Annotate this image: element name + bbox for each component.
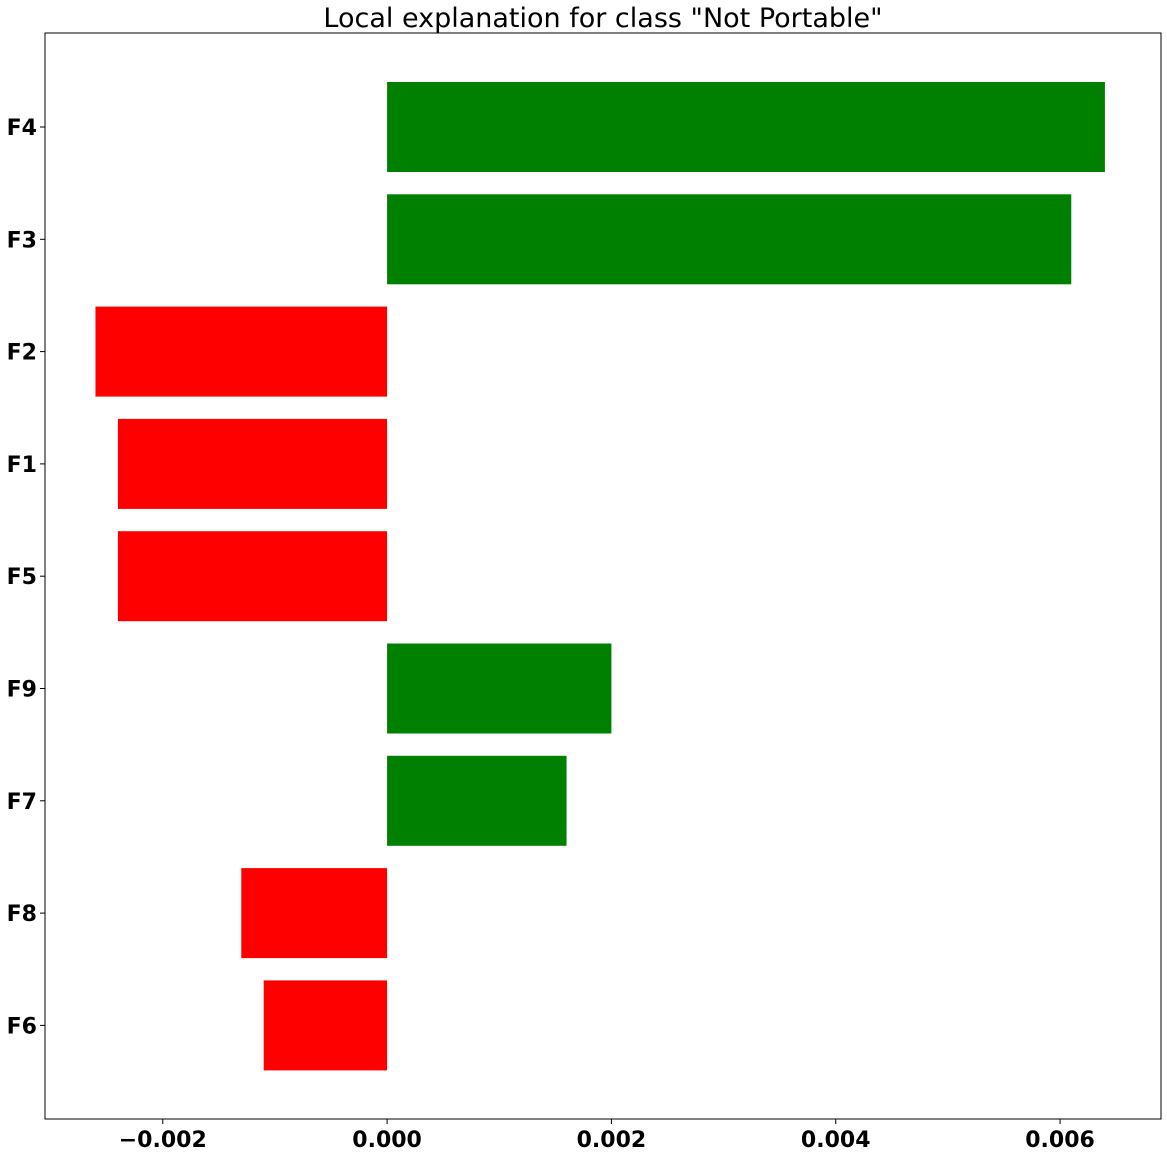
bar-f6 bbox=[263, 980, 388, 1071]
bars bbox=[95, 82, 1105, 1071]
plot-frame bbox=[44, 32, 1162, 1120]
x-tick-label: 0.004 bbox=[801, 1128, 871, 1153]
bar-f3 bbox=[387, 194, 1072, 285]
chart-title: Local explanation for class "Not Portabl… bbox=[323, 3, 882, 34]
x-tick-label: 0.006 bbox=[1025, 1128, 1095, 1153]
bar-f9 bbox=[387, 643, 612, 734]
bar-f1 bbox=[117, 418, 388, 509]
bar-f5 bbox=[117, 531, 388, 622]
x-tick-label: −0.002 bbox=[119, 1128, 207, 1153]
y-tick-label: F1 bbox=[7, 453, 37, 478]
x-axis-ticks: −0.002 0.000 0.002 0.004 0.006 bbox=[119, 1119, 1095, 1153]
y-tick-label: F4 bbox=[7, 116, 37, 141]
y-tick-label: F5 bbox=[7, 565, 37, 590]
y-axis-ticks: F4 F3 F2 F1 F5 F9 F7 F8 F6 bbox=[7, 116, 45, 1039]
y-tick-label: F9 bbox=[7, 678, 37, 703]
bar-f8 bbox=[241, 868, 388, 959]
bar-f4 bbox=[387, 82, 1105, 172]
y-tick-label: F6 bbox=[7, 1014, 37, 1039]
y-tick-label: F8 bbox=[7, 902, 37, 927]
x-tick-label: 0.002 bbox=[577, 1128, 647, 1153]
y-tick-label: F2 bbox=[7, 341, 37, 366]
bar-f2 bbox=[95, 306, 388, 397]
y-tick-label: F7 bbox=[7, 790, 37, 815]
y-tick-label: F3 bbox=[7, 228, 37, 253]
bar-f7 bbox=[387, 755, 567, 846]
x-tick-label: 0.000 bbox=[352, 1128, 422, 1153]
